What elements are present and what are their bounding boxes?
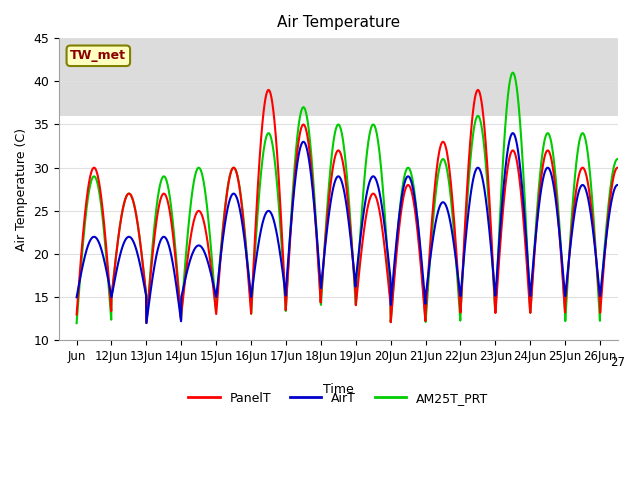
Legend: PanelT, AirT, AM25T_PRT: PanelT, AirT, AM25T_PRT — [183, 387, 493, 410]
AM25T_PRT — [321, 233, 329, 239]
AM25T_PRT — [598, 280, 605, 286]
Title: Air Temperature: Air Temperature — [276, 15, 400, 30]
AM25T_PRT — [73, 320, 81, 326]
PanelT — [322, 235, 330, 240]
AirT — [100, 257, 108, 263]
PanelT — [100, 222, 108, 228]
PanelT — [614, 165, 621, 170]
AM25T_PRT — [499, 167, 506, 172]
PanelT — [336, 149, 344, 155]
Line: AM25T_PRT: AM25T_PRT — [77, 72, 618, 323]
AirT — [499, 193, 507, 199]
AM25T_PRT — [100, 230, 108, 236]
PanelT — [499, 207, 507, 213]
Text: TW_met: TW_met — [70, 49, 126, 62]
AirT — [73, 294, 81, 300]
PanelT — [474, 87, 482, 93]
AM25T_PRT — [509, 70, 516, 75]
X-axis label: Time: Time — [323, 383, 354, 396]
Text: 27: 27 — [610, 356, 625, 369]
Y-axis label: Air Temperature (C): Air Temperature (C) — [15, 128, 28, 251]
AirT — [509, 130, 516, 136]
AirT — [598, 271, 606, 277]
PanelT — [598, 285, 606, 291]
AirT — [614, 182, 621, 188]
AM25T_PRT — [614, 156, 621, 162]
AirT — [322, 240, 330, 246]
AM25T_PRT — [336, 123, 344, 129]
Line: AirT: AirT — [77, 133, 618, 323]
AM25T_PRT — [598, 276, 606, 282]
Bar — [59, 38, 618, 116]
AirT — [336, 175, 344, 180]
AirT — [598, 274, 606, 280]
Line: PanelT: PanelT — [77, 90, 618, 323]
AirT — [143, 320, 150, 326]
PanelT — [598, 282, 606, 288]
PanelT — [73, 312, 81, 317]
PanelT — [143, 320, 150, 326]
